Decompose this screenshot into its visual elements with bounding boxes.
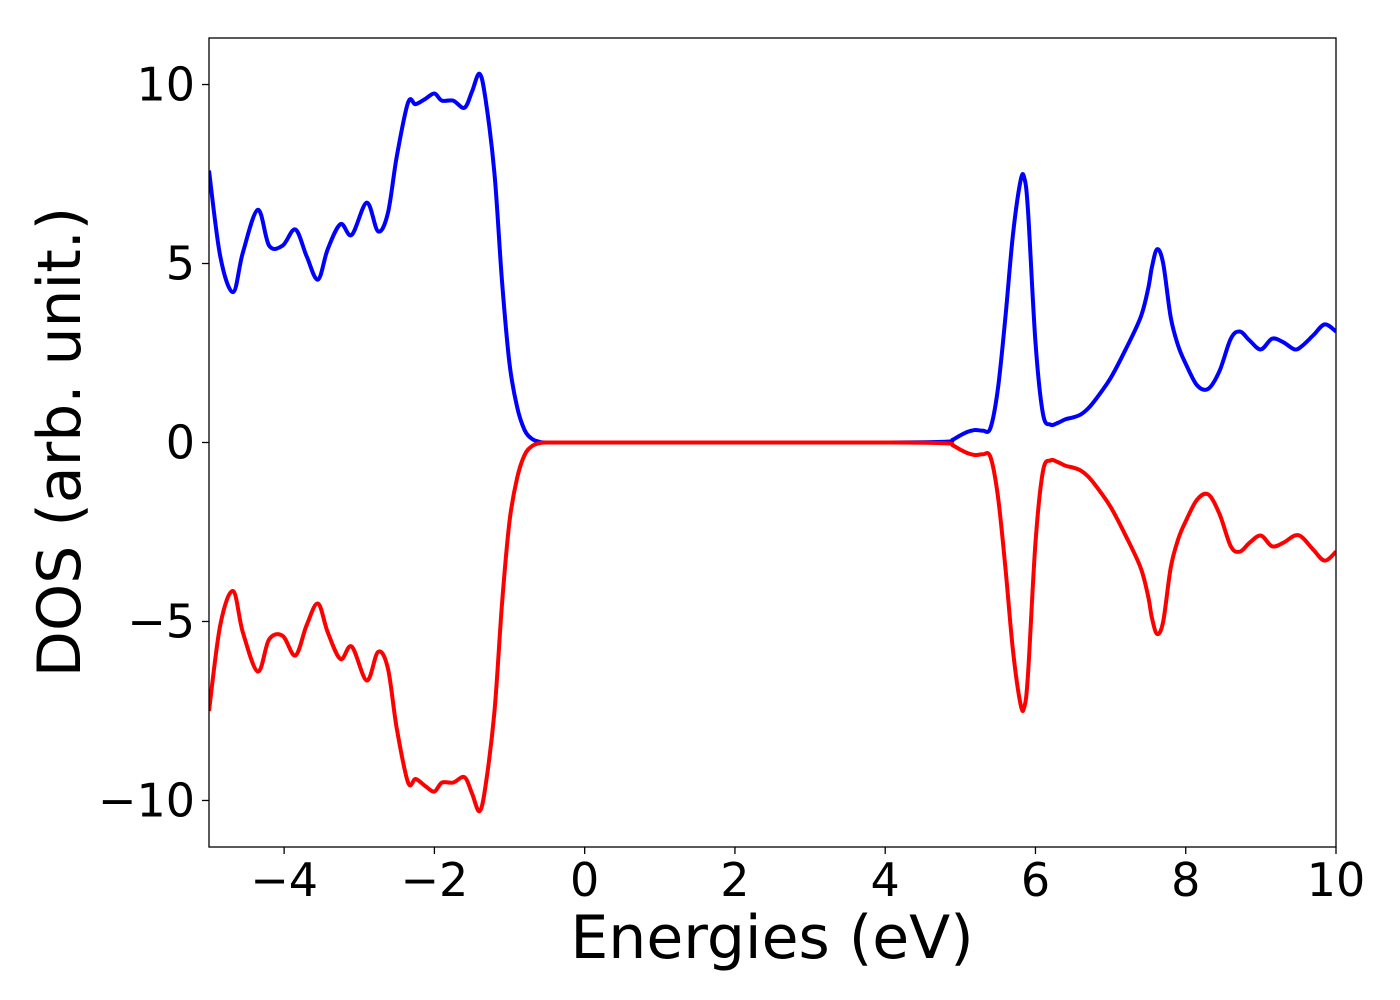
- x-tick-label: 10: [1307, 853, 1366, 907]
- y-tick-label: −10: [98, 773, 195, 827]
- x-axis-label: Energies (eV): [570, 903, 973, 973]
- x-tick-label: −4: [250, 853, 318, 907]
- dos-series-line-2: [209, 440, 1336, 814]
- y-axis-ticks: −10 −5 0 5 10: [98, 58, 209, 827]
- x-tick-label: 0: [570, 853, 599, 907]
- x-axis-ticks: −4 −2 0 2 4 6 8 10: [250, 847, 1365, 907]
- y-tick-label: 10: [136, 58, 195, 112]
- x-tick-label: 8: [1171, 853, 1200, 907]
- series-layer: [209, 71, 1336, 814]
- y-tick-label: −5: [127, 594, 195, 648]
- x-tick-label: 4: [871, 853, 900, 907]
- x-tick-label: 6: [1021, 853, 1050, 907]
- x-tick-label: 2: [720, 853, 749, 907]
- y-axis-label: DOS (arb. unit.): [25, 207, 95, 677]
- y-tick-label: 0: [166, 416, 195, 470]
- x-tick-label: −2: [400, 853, 468, 907]
- dos-series-line-1: [209, 71, 1336, 445]
- y-tick-label: 5: [166, 237, 195, 291]
